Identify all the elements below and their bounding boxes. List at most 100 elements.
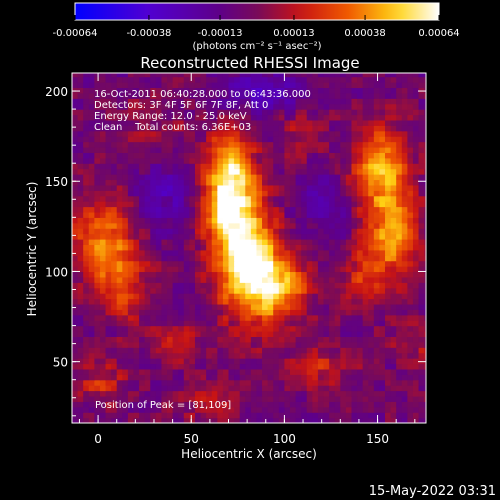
heatmap-cell <box>211 374 218 381</box>
heatmap-cell <box>317 401 325 408</box>
heatmap-cell <box>379 325 386 332</box>
heatmap-cell <box>116 179 123 186</box>
heatmap-cell <box>340 114 347 121</box>
heatmap-cell <box>301 255 308 262</box>
heatmap-cell <box>312 314 319 321</box>
heatmap-cell <box>301 152 308 159</box>
heatmap-cell <box>167 211 174 218</box>
heatmap-cell <box>401 255 408 262</box>
heatmap-cell <box>217 320 224 327</box>
heatmap-cell <box>72 293 79 300</box>
heatmap-cell <box>194 168 202 175</box>
heatmap-cell <box>301 406 308 413</box>
heatmap-cell <box>278 352 285 359</box>
heatmap-cell <box>155 347 163 354</box>
heatmap-cell <box>407 130 414 137</box>
heatmap-cell <box>183 195 190 202</box>
heatmap-cell <box>262 363 269 370</box>
heatmap-cell <box>312 385 319 392</box>
heatmap-cell <box>379 109 386 116</box>
heatmap-cell <box>127 395 135 402</box>
heatmap-cell <box>194 179 202 186</box>
heatmap-cell <box>267 152 274 159</box>
heatmap-cell <box>401 293 408 300</box>
heatmap-cell <box>334 341 341 348</box>
heatmap-cell <box>323 406 330 413</box>
heatmap-cell <box>412 406 420 413</box>
heatmap-cell <box>222 276 230 283</box>
heatmap-cell <box>178 374 185 381</box>
heatmap-cell <box>250 206 258 213</box>
heatmap-cell <box>362 385 369 392</box>
heatmap-cell <box>206 379 213 386</box>
x-tick-label: 50 <box>184 432 199 446</box>
heatmap-cell <box>256 130 263 137</box>
heatmap-cell <box>396 260 403 267</box>
heatmap-cell <box>278 417 285 423</box>
heatmap-cell <box>228 385 235 392</box>
heatmap-cell <box>418 352 425 359</box>
heatmap-cell <box>306 195 313 202</box>
heatmap-cell <box>418 385 425 392</box>
heatmap-cell <box>139 201 146 208</box>
heatmap-cell <box>155 293 163 300</box>
heatmap-cell <box>172 390 179 397</box>
heatmap-cell <box>88 336 95 343</box>
heatmap-cell <box>178 211 185 218</box>
heatmap-cell <box>295 73 302 78</box>
heatmap-cell <box>127 412 135 419</box>
heatmap-cell <box>262 201 269 208</box>
heatmap-cell <box>362 163 369 170</box>
heatmap-cell <box>122 287 129 294</box>
heatmap-cell <box>418 98 425 105</box>
heatmap-cell <box>189 325 196 332</box>
heatmap-cell <box>278 293 285 300</box>
heatmap-cell <box>396 287 403 294</box>
heatmap-cell <box>122 238 129 245</box>
heatmap-cell <box>105 206 112 213</box>
heatmap-cell <box>312 125 319 132</box>
heatmap-cell <box>284 320 291 327</box>
heatmap-cell <box>222 103 230 110</box>
heatmap-cell <box>278 157 285 164</box>
heatmap-cell <box>139 114 146 121</box>
heatmap-cell <box>273 390 280 397</box>
heatmap-cell <box>407 195 414 202</box>
heatmap-cell <box>189 341 196 348</box>
heatmap-cell <box>161 395 168 402</box>
heatmap-cell <box>183 73 190 78</box>
heatmap-cell <box>424 374 426 381</box>
heatmap-cell <box>256 390 263 397</box>
heatmap-cell <box>183 222 190 229</box>
heatmap-cell <box>133 141 140 148</box>
heatmap-cell <box>116 103 123 110</box>
heatmap-cell <box>301 363 308 370</box>
heatmap-cell <box>373 330 381 337</box>
heatmap-cell <box>122 152 129 159</box>
heatmap-cell <box>144 238 151 245</box>
heatmap-cell <box>245 287 252 294</box>
heatmap-cell <box>122 179 129 186</box>
heatmap-cell <box>217 330 224 337</box>
heatmap-cell <box>301 206 308 213</box>
heatmap-cell <box>329 114 336 121</box>
heatmap-cell <box>234 244 241 251</box>
heatmap-cell <box>284 374 291 381</box>
heatmap-cell <box>362 87 369 94</box>
heatmap-cell <box>200 211 207 218</box>
heatmap-cell <box>172 271 179 278</box>
heatmap-cell <box>122 379 129 386</box>
heatmap-cell <box>368 314 375 321</box>
heatmap-cell <box>323 330 330 337</box>
heatmap-cell <box>267 417 274 423</box>
heatmap-cell <box>211 136 218 143</box>
heatmap-cell <box>317 168 325 175</box>
heatmap-cell <box>94 320 101 327</box>
heatmap-cell <box>418 401 425 408</box>
heatmap-cell <box>312 412 319 419</box>
heatmap-cell <box>94 201 101 208</box>
heatmap-cell <box>194 330 202 337</box>
heatmap-cell <box>189 303 196 310</box>
heatmap-cell <box>379 358 386 365</box>
heatmap-cell <box>362 174 369 181</box>
